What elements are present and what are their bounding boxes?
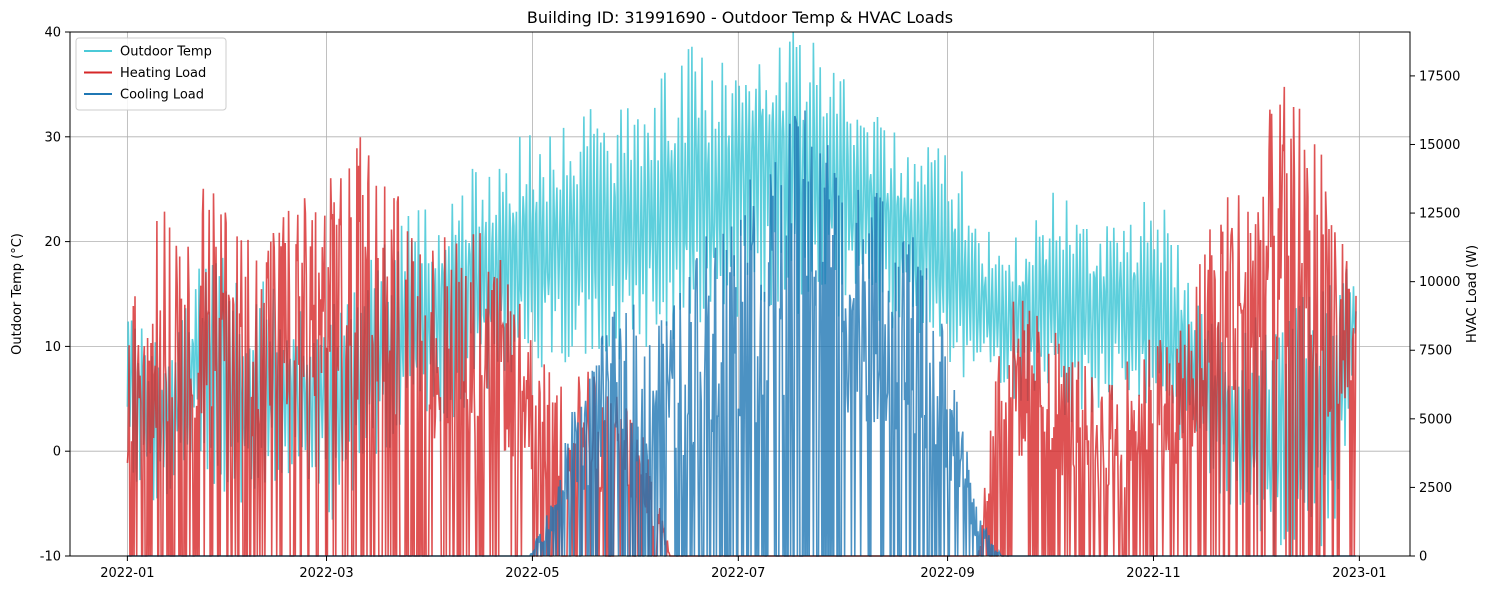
y-right-tick-label: 7500 [1419,344,1452,359]
series-layer [126,31,1357,559]
plot-frame [69,31,1411,557]
legend: Outdoor Temp Heating Load Cooling Load [75,37,227,111]
y-axis-left-label: Outdoor Temp (°C) [10,233,25,355]
y-right-tick-label: 0 [1419,550,1427,565]
outdoor-temp-line [126,31,1357,557]
y-right-tick-label: 10000 [1419,275,1460,290]
legend-box [75,37,227,111]
legend-entry-label: Outdoor Temp [120,45,212,60]
y-axis-right-label: HVAC Load (W) [1465,245,1480,343]
y-right-tick-label: 12500 [1419,207,1460,222]
x-tick-label: 2022-01 [100,566,154,581]
y-left-tick-label: 40 [44,26,61,41]
chart-title: Building ID: 31991690 - Outdoor Temp & H… [527,8,953,27]
y-right-tick-label: 15000 [1419,138,1460,153]
y-left-tick-label: 0 [53,445,61,460]
legend-entry-label: Heating Load [120,66,206,81]
y-left-tick-label: 20 [44,235,61,250]
y-right-tick-label: 5000 [1419,412,1452,427]
y-right-tick-label: 2500 [1419,481,1452,496]
y-right-tick-label: 17500 [1419,69,1460,84]
legend-entry-label: Cooling Load [120,88,204,103]
y-left-tick-label: -10 [40,550,61,565]
x-tick-label: 2022-09 [920,566,974,581]
x-tick-label: 2022-11 [1126,566,1180,581]
x-tick-label: 2022-07 [711,566,765,581]
x-tick-label: 2022-05 [505,566,559,581]
x-tick-label: 2023-01 [1332,566,1386,581]
y-left-tick-label: 10 [44,340,61,355]
x-tick-label: 2022-03 [299,566,353,581]
y-left-tick-label: 30 [44,130,61,145]
ticks: 2022-01 2022-03 2022-05 2022-07 2022-09 2022-… [40,26,1461,582]
